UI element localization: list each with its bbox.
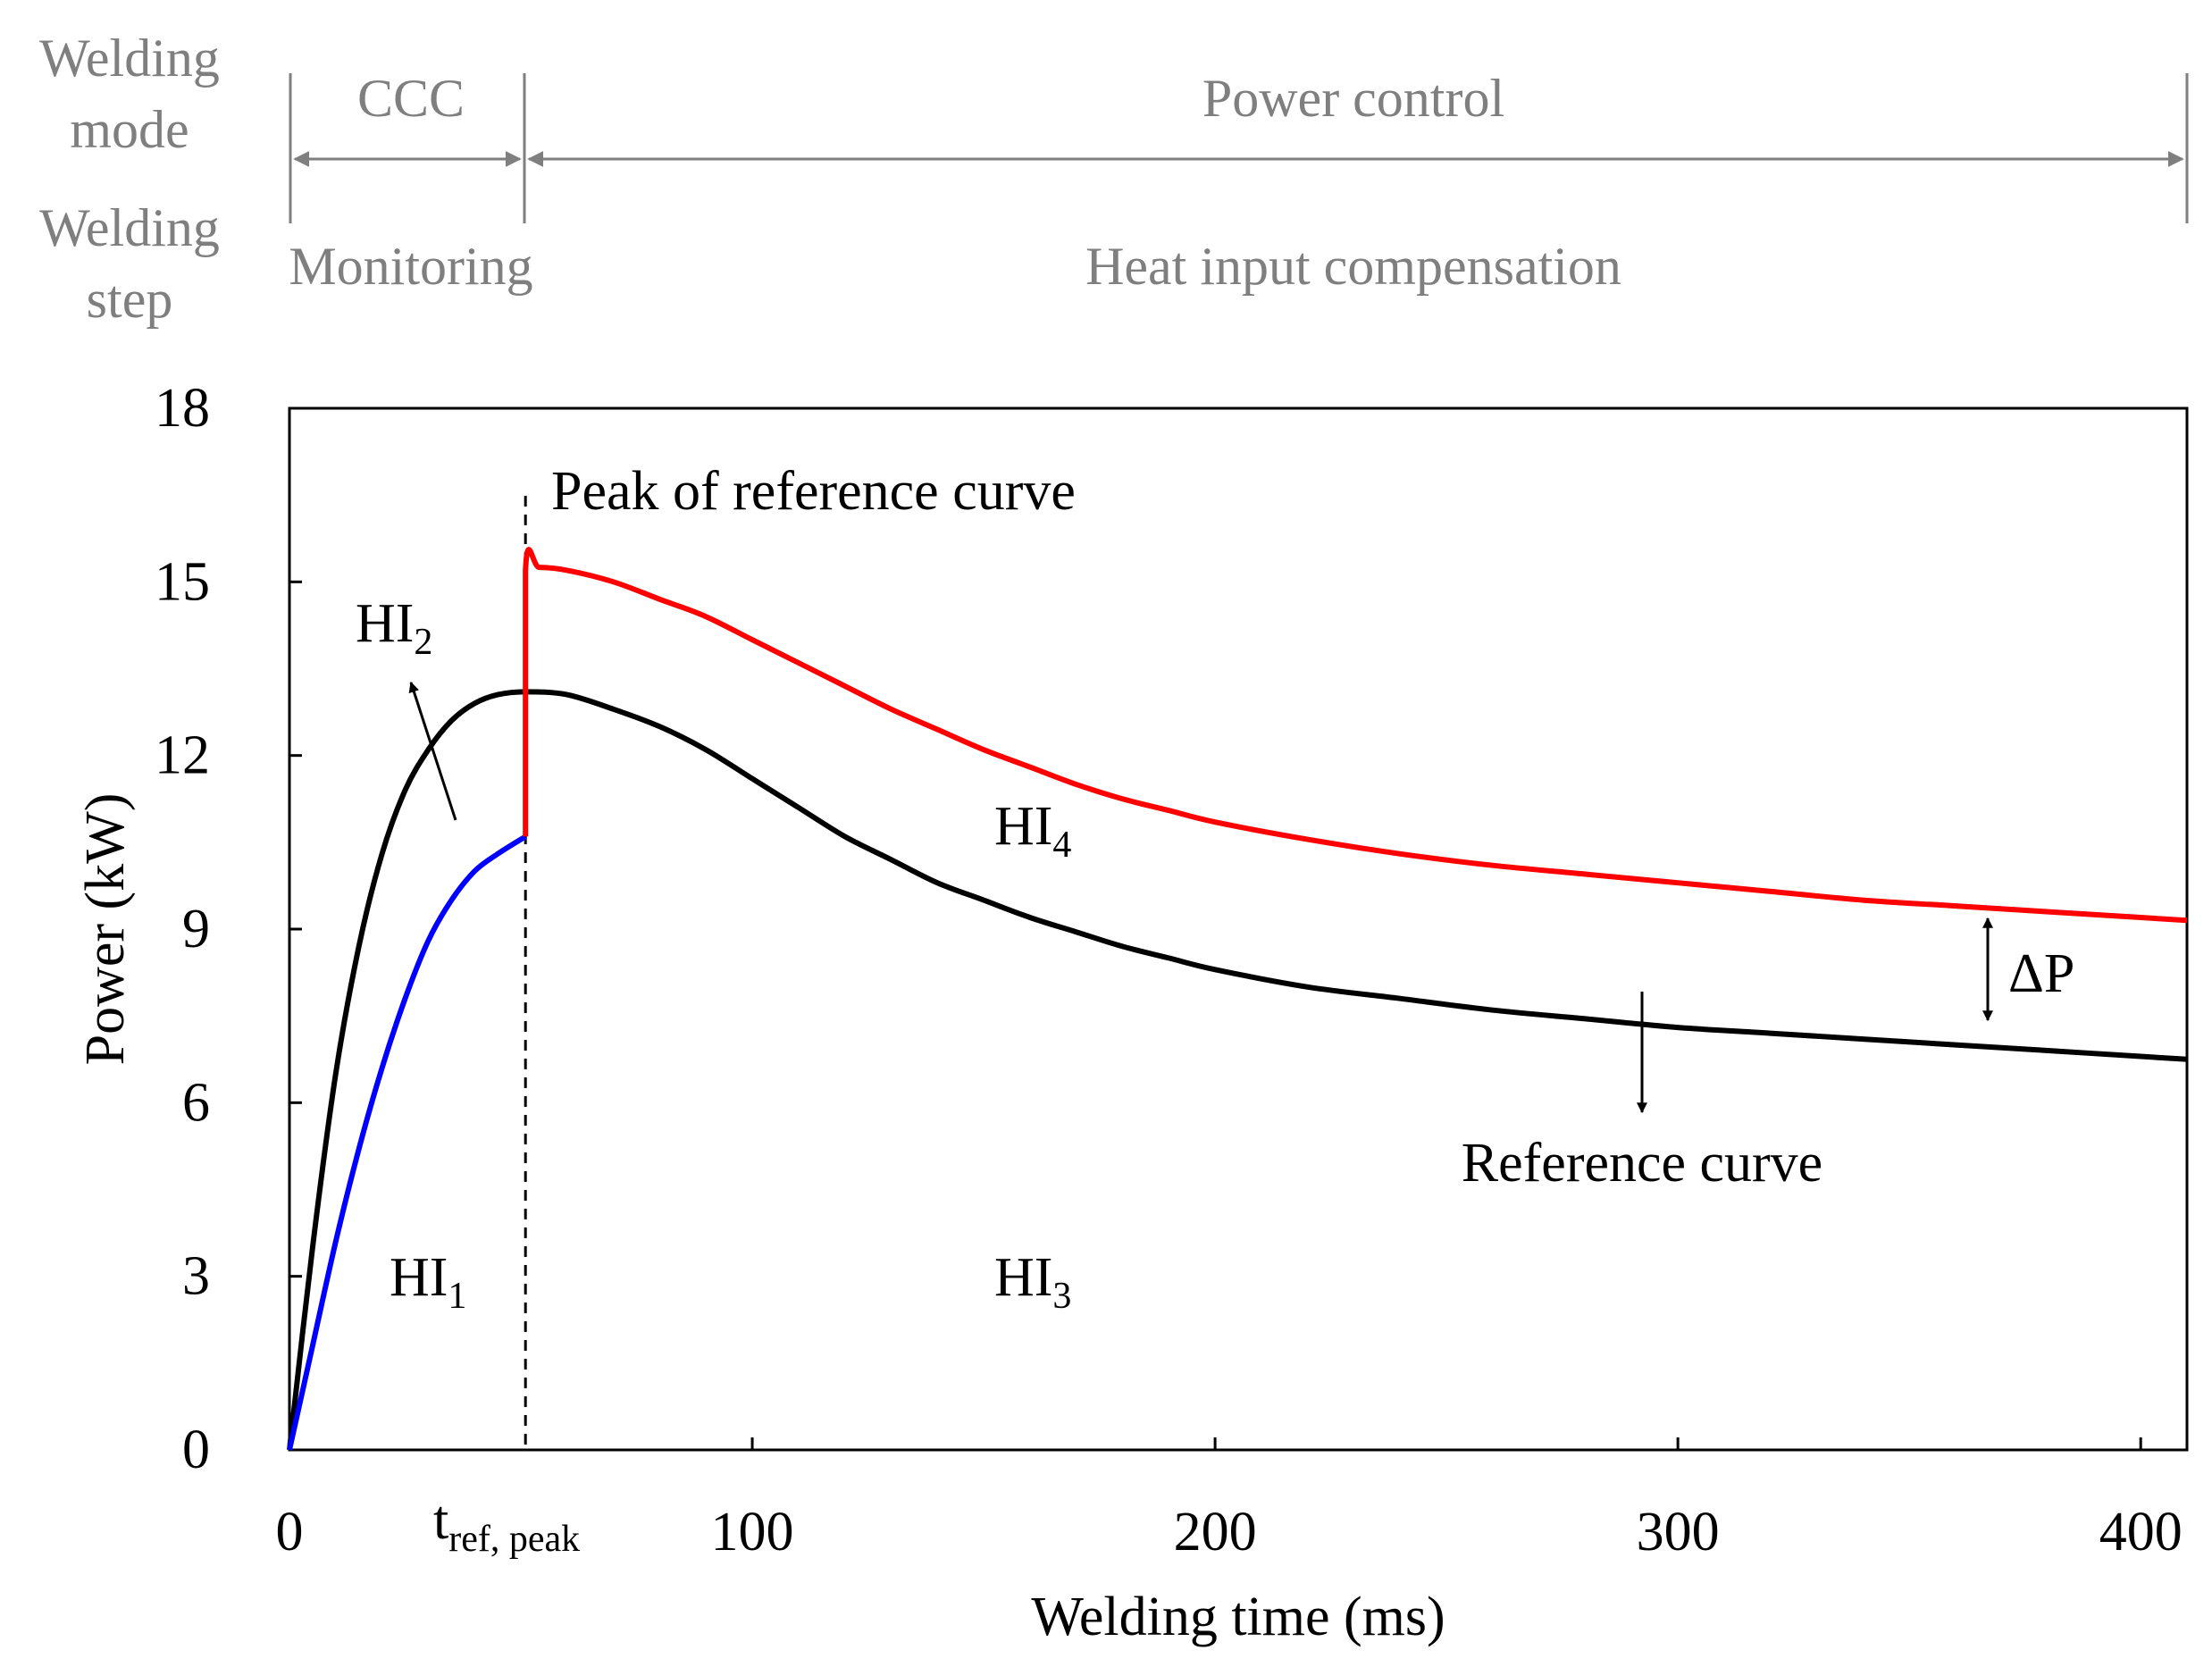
welding-header: Welding mode Welding step CCC Power cont…: [39, 29, 2189, 329]
series-compensated-curve: [523, 547, 2188, 924]
x-tick-label: 400: [2099, 1502, 2183, 1562]
y-axis-title: Power (kW): [75, 793, 136, 1066]
x-tick-label: 300: [1637, 1502, 1720, 1562]
t-ref-peak-main: t: [433, 1490, 448, 1551]
series-monitoring-curve: [287, 834, 527, 1451]
y-tick-label: 3: [182, 1246, 210, 1307]
x-tick-label: 100: [711, 1502, 794, 1562]
hi1-main: HI: [390, 1247, 448, 1308]
mode-power-label: Power control: [1202, 69, 1504, 128]
hi3-subscript: 3: [1052, 1276, 1071, 1317]
series-reference-curve: [287, 689, 2188, 1451]
x-tick-label: 200: [1174, 1502, 1257, 1562]
hi2-subscript: 2: [414, 622, 432, 663]
y-tick-label: 18: [155, 378, 210, 439]
hi4-label: HI4: [994, 796, 1071, 866]
hi4-main: HI: [994, 796, 1052, 857]
hi1-label: HI1: [390, 1247, 466, 1317]
y-tick-label: 15: [155, 551, 210, 612]
step-monitoring-label: Monitoring: [289, 237, 532, 296]
mode-label-line1: Welding: [39, 29, 220, 88]
delta-p-label: ΔP: [2008, 943, 2074, 1004]
reference-curve-label: Reference curve: [1462, 1133, 1822, 1194]
hi3-label: HI3: [994, 1247, 1071, 1317]
mode-ccc-label: CCC: [357, 69, 465, 128]
peak-of-reference-label: Peak of reference curve: [551, 461, 1076, 522]
hi2-arrow: [408, 681, 457, 821]
plot-frame: [288, 406, 2189, 1452]
t-ref-peak-label: tref, peak: [433, 1490, 580, 1560]
y-tick-label: 6: [182, 1072, 210, 1133]
y-tick-label: 12: [155, 725, 210, 786]
hi1-subscript: 1: [448, 1276, 466, 1317]
step-label-line2: step: [87, 270, 173, 329]
hi3-main: HI: [994, 1247, 1052, 1308]
hi4-subscript: 4: [1052, 825, 1071, 866]
mode-label-line2: mode: [70, 100, 189, 159]
x-tick-label: 0: [276, 1502, 304, 1562]
y-tick-label: 9: [182, 899, 210, 959]
step-heat-label: Heat input compensation: [1085, 237, 1621, 296]
step-label-line1: Welding: [39, 198, 220, 257]
hi2-main: HI: [356, 593, 414, 654]
t-ref-peak-subscript: ref, peak: [448, 1519, 580, 1560]
y-axis-labels: 0 3 6 9 12 15 18: [155, 378, 210, 1480]
x-axis-title: Welding time (ms): [1031, 1587, 1445, 1647]
y-tick-label: 0: [182, 1420, 210, 1480]
x-axis-labels: 0 100 200 300 400: [276, 1502, 2183, 1562]
hi2-label: HI2: [356, 593, 432, 663]
axis-ticks: [288, 406, 2142, 1452]
